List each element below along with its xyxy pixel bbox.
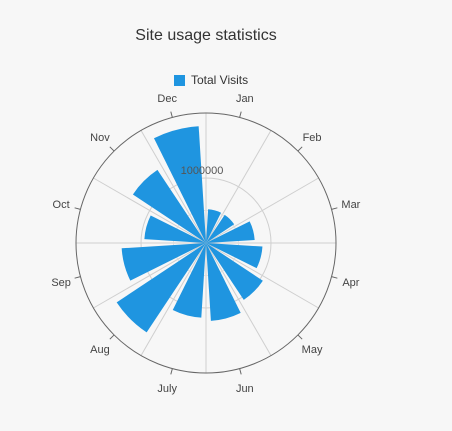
category-label-mar: Mar	[341, 199, 360, 211]
category-label-jan: Jan	[236, 93, 254, 105]
axis-tick	[297, 146, 303, 152]
category-label-nov: Nov	[90, 132, 110, 144]
axis-tick	[170, 111, 173, 118]
bar-july	[172, 243, 206, 318]
axis-tick	[297, 334, 303, 340]
bar-feb	[206, 214, 235, 243]
bar-may	[206, 243, 263, 300]
axis-tick	[109, 334, 115, 340]
legend-label: Total Visits	[191, 73, 249, 87]
bar-dec	[153, 126, 206, 243]
bar-jan	[206, 209, 222, 243]
bar-aug	[116, 243, 206, 333]
grid-circle-inner	[173, 210, 239, 276]
category-label-may: May	[302, 344, 323, 356]
category-label-aug: Aug	[90, 344, 110, 356]
category-label-july: July	[157, 383, 177, 395]
legend[interactable]: Total Visits	[174, 73, 248, 87]
axis-tick	[331, 207, 338, 210]
category-label-oct: Oct	[53, 199, 70, 211]
grid-circle	[140, 177, 272, 309]
chart-title: Site usage statistics	[135, 27, 277, 44]
axis-tick	[74, 276, 81, 279]
category-label-feb: Feb	[303, 132, 322, 144]
bar-mar	[206, 221, 255, 243]
category-label-sep: Sep	[51, 277, 71, 289]
legend-swatch	[174, 74, 185, 86]
axis-tick	[74, 207, 81, 210]
bar-jun	[206, 243, 241, 321]
bar-apr	[206, 243, 263, 269]
axis-tick	[239, 368, 242, 375]
bar-nov	[132, 169, 206, 243]
category-label-dec: Dec	[157, 93, 177, 105]
outer-circle	[75, 112, 337, 374]
axis-tick	[109, 146, 115, 152]
bar-oct	[144, 215, 206, 243]
axis-tick	[331, 276, 338, 279]
radial-tick-label: 1000000	[181, 165, 224, 177]
category-label-jun: Jun	[236, 383, 254, 395]
bar-sep	[121, 243, 206, 281]
category-label-apr: Apr	[342, 277, 359, 289]
axis-tick	[170, 368, 173, 375]
axis-tick	[239, 111, 242, 118]
